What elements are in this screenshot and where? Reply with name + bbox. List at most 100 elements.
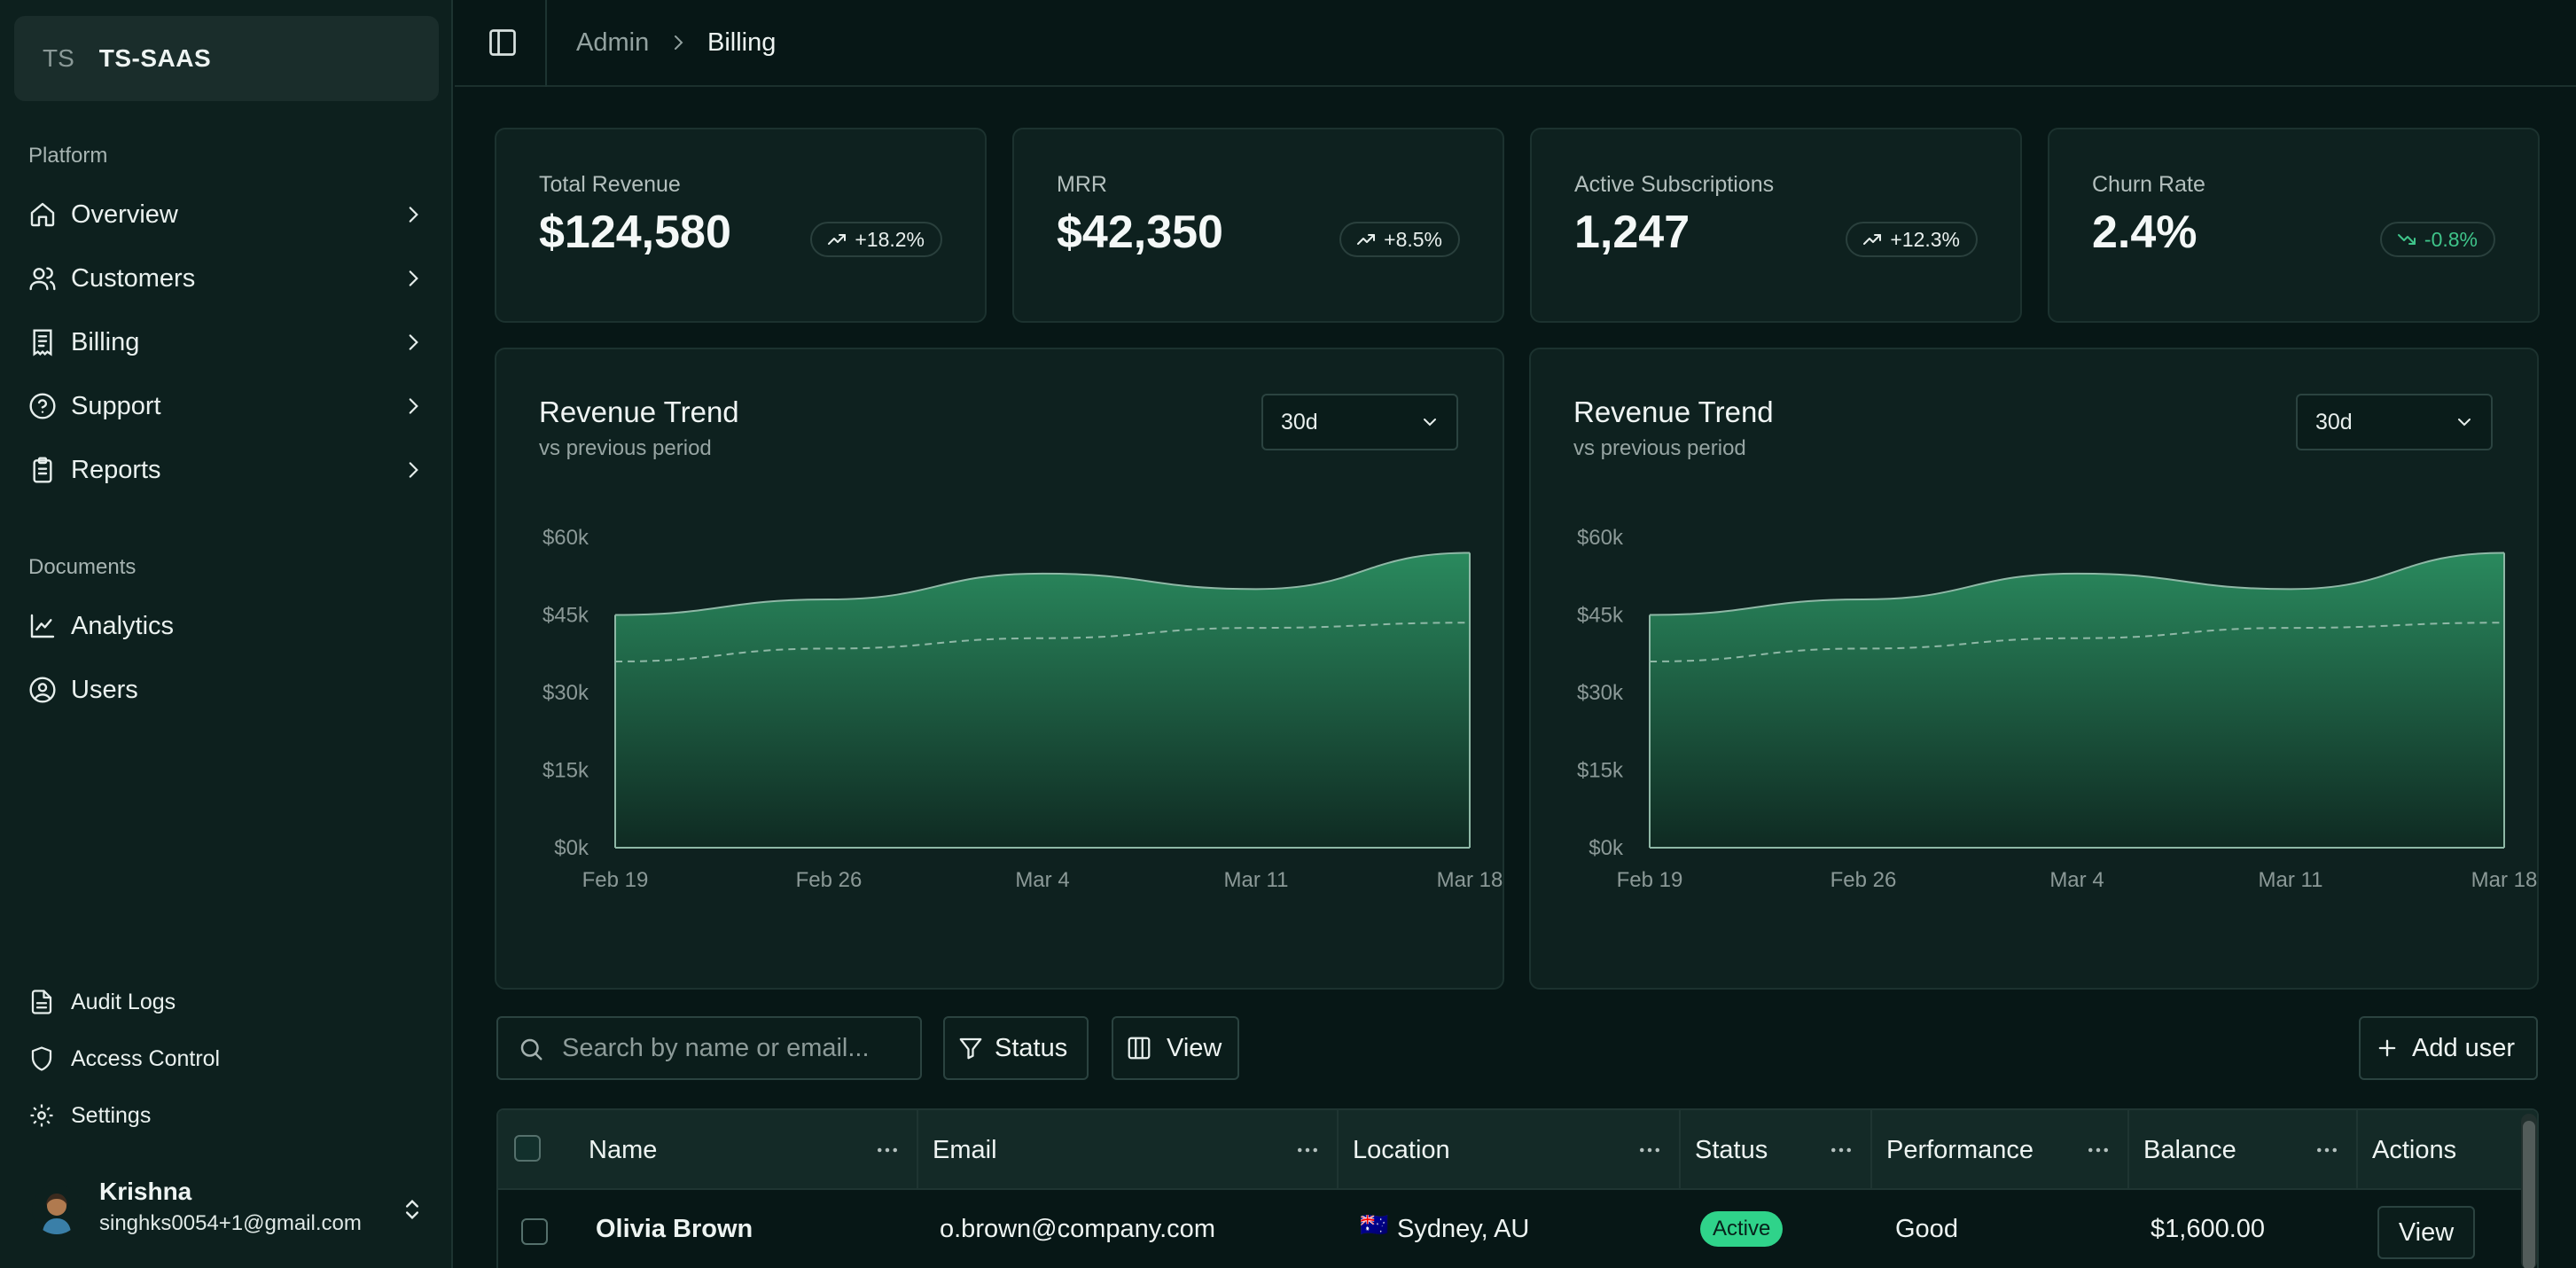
chart-subtitle: vs previous period [539, 436, 712, 460]
more-horizontal-icon[interactable] [2085, 1137, 2112, 1163]
user-circle-icon [29, 677, 56, 703]
trending-up-icon [828, 234, 847, 245]
add-user-button[interactable]: Add user [2359, 1016, 2538, 1080]
y-tick-label: $30k [1577, 681, 1624, 705]
chevrons-up-down-icon[interactable] [400, 1197, 425, 1222]
sidebar-item-label: Customers [71, 263, 196, 293]
column-header-status[interactable]: Status [1695, 1110, 1870, 1190]
y-tick-label: $0k [1589, 836, 1624, 860]
user-email: singhks0054+1@gmail.com [99, 1211, 362, 1235]
chart-card-revenue-trend-2: Revenue Trend vs previous period 30d $60… [1529, 348, 2539, 990]
column-separator [2127, 1110, 2129, 1190]
stat-value: 2.4% [2092, 207, 2197, 258]
sidebar-item-customers[interactable]: Customers [14, 250, 439, 307]
sidebar-item-reports[interactable]: Reports [14, 442, 439, 498]
sidebar-item-analytics[interactable]: Analytics [14, 598, 439, 654]
more-horizontal-icon[interactable] [2314, 1137, 2340, 1163]
search-input[interactable] [562, 1030, 908, 1066]
column-header-location[interactable]: Location [1353, 1110, 1679, 1190]
y-tick-label: $45k [543, 604, 589, 628]
sidebar-item-label: Users [71, 675, 138, 704]
column-header-performance[interactable]: Performance [1886, 1110, 2127, 1190]
column-separator [917, 1110, 918, 1190]
table-scrollbar[interactable] [2521, 1114, 2537, 1268]
team-name: TS-SAAS [98, 44, 212, 72]
stat-card-active-subscriptions: Active Subscriptions 1,247 +12.3% [1530, 128, 2022, 323]
sidebar-item-support[interactable]: Support [14, 378, 439, 434]
sidebar-toggle-icon[interactable] [487, 27, 519, 59]
column-separator [2356, 1110, 2358, 1190]
sidebar-item-overview[interactable]: Overview [14, 186, 439, 243]
gear-icon [30, 1104, 53, 1127]
receipt-icon [33, 329, 52, 356]
revenue-line [1649, 552, 2505, 616]
scrollbar-thumb[interactable] [2523, 1121, 2535, 1268]
more-horizontal-icon[interactable] [1636, 1137, 1663, 1163]
status-filter-button[interactable]: Status [943, 1016, 1089, 1080]
sidebar-item-audit-logs[interactable]: Audit Logs [14, 974, 439, 1030]
sidebar-item-billing[interactable]: Billing [14, 314, 439, 371]
user-menu[interactable]: Krishna singhks0054+1@gmail.com [14, 1167, 439, 1252]
x-tick-label: Feb 26 [1831, 868, 1897, 892]
row-checkbox[interactable] [521, 1218, 548, 1245]
trend-badge: +12.3% [1846, 222, 1978, 257]
sidebar-item-settings[interactable]: Settings [14, 1087, 439, 1144]
stat-value: $42,350 [1057, 207, 1223, 258]
range-value: 30d [2315, 409, 2353, 434]
status-badge: Active [1700, 1211, 1784, 1247]
revenue-area [1650, 552, 2504, 848]
table-row[interactable]: Olivia Brown o.brown@company.com 🇦🇺 Sydn… [498, 1192, 2537, 1268]
search-field[interactable] [496, 1016, 922, 1080]
more-horizontal-icon[interactable] [1828, 1137, 1854, 1163]
sidebar-item-label: Reports [71, 455, 161, 484]
x-tick-label: Feb 26 [796, 868, 863, 892]
search-icon [520, 1038, 543, 1061]
trend-badge: -0.8% [2379, 222, 2495, 257]
cell-balance: $1,600.00 [2151, 1215, 2266, 1243]
team-switcher[interactable]: TS TS-SAAS [14, 16, 439, 101]
column-header-label: Performance [1886, 1135, 2034, 1164]
chevron-right-icon [409, 462, 418, 478]
column-separator [1870, 1110, 1872, 1190]
line-chart-icon [30, 614, 55, 638]
table-header: Name Email Location Status Performance B… [498, 1110, 2537, 1190]
revenue-line [614, 552, 1471, 616]
revenue-chart: $60k $45k $30k $15k $0k Feb 19 Feb 26 Mar 4 Mar … [1577, 526, 2537, 892]
y-tick-label: $0k [554, 836, 589, 860]
chart-title: Revenue Trend [1573, 395, 1774, 428]
range-select[interactable]: 30d [2296, 394, 2493, 450]
cell-performance: Good [1895, 1215, 1958, 1243]
trending-up-icon [1357, 234, 1376, 245]
row-view-button[interactable]: View [2377, 1206, 2475, 1259]
breadcrumb-admin[interactable]: Admin [576, 28, 650, 57]
sidebar-item-label: Analytics [71, 611, 175, 640]
sidebar-item-label: Access Control [71, 1045, 221, 1071]
user-name: Krishna [99, 1178, 192, 1205]
y-tick-label: $15k [1577, 759, 1624, 783]
sidebar-item-users[interactable]: Users [14, 661, 439, 718]
more-horizontal-icon[interactable] [874, 1137, 901, 1163]
x-tick-label: Feb 19 [1617, 868, 1683, 892]
column-separator [1337, 1110, 1339, 1190]
section-label-documents: Documents [28, 555, 137, 579]
cell-email: o.brown@company.com [940, 1215, 1215, 1243]
select-all-checkbox[interactable] [514, 1135, 541, 1162]
trend-badge: +18.2% [810, 222, 942, 257]
shield-icon [31, 1046, 52, 1071]
range-value: 30d [1281, 409, 1318, 434]
range-select[interactable]: 30d [1261, 394, 1458, 450]
more-horizontal-icon[interactable] [1294, 1137, 1321, 1163]
previous-period-line [614, 622, 1471, 662]
column-header-label: Status [1695, 1135, 1768, 1164]
column-header-actions: Actions [2372, 1110, 2514, 1190]
view-options-button[interactable]: View [1112, 1016, 1239, 1080]
sidebar-item-label: Support [71, 391, 161, 420]
column-header-balance[interactable]: Balance [2143, 1110, 2356, 1190]
sidebar-item-access-control[interactable]: Access Control [14, 1030, 439, 1087]
column-header-name[interactable]: Name [589, 1110, 917, 1190]
x-tick-label: Mar 11 [1224, 868, 1289, 892]
column-header-email[interactable]: Email [933, 1110, 1337, 1190]
stat-label: Total Revenue [539, 172, 681, 197]
section-label-platform: Platform [28, 144, 108, 168]
trend-value: -0.8% [2424, 227, 2478, 251]
